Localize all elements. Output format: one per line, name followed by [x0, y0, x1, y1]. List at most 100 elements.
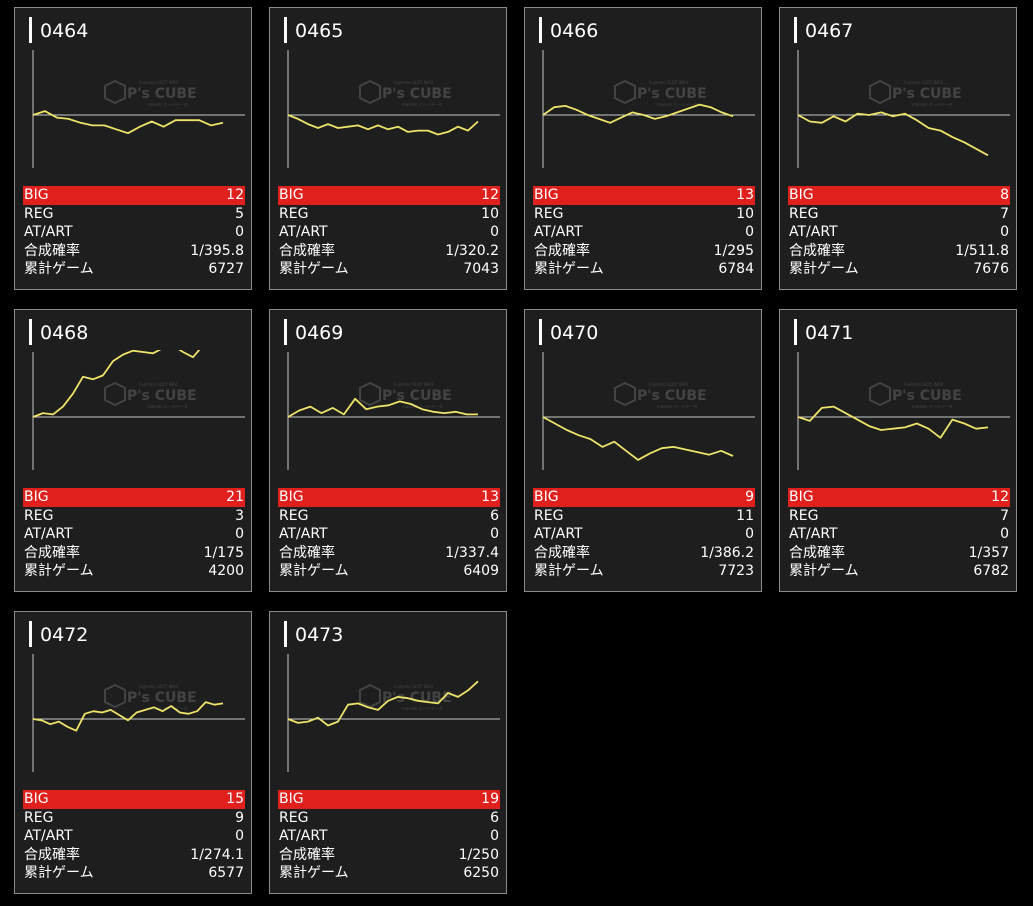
watermark-brand: P's CUBE [637, 388, 707, 404]
big-row: BIG 12 [788, 488, 1010, 507]
total-games-label: 累計ゲーム [24, 261, 94, 278]
big-row: BIG 13 [278, 488, 500, 507]
watermark-brand: P's CUBE [892, 86, 962, 102]
machine-card[interactable]: 0471 P's CUBE Fujimino SLOT INFO maiseki ホー… [779, 309, 1017, 592]
stats-table: BIG 13 REG 6 AT/ART 0 合成確率 1/337.4 累計ゲーム 6409 [278, 488, 500, 581]
reg-value: 10 [736, 205, 754, 222]
big-label: BIG [789, 187, 814, 203]
reg-value: 9 [235, 809, 244, 826]
machine-number: 0467 [794, 17, 853, 43]
machine-number: 0465 [284, 17, 343, 43]
big-value: 21 [226, 489, 244, 505]
watermark-brand: P's CUBE [382, 86, 452, 102]
at-art-value: 0 [1000, 526, 1009, 543]
total-games-row: 累計ゲーム 6250 [278, 864, 500, 883]
probability-value: 1/250 [458, 846, 499, 863]
machine-card[interactable]: 0465 P's CUBE Fujimino SLOT INFO maiseki ホー… [269, 7, 507, 290]
watermark-small-top: Fujimino SLOT INFO [139, 80, 178, 85]
reg-row: REG 5 [23, 205, 245, 224]
machine-card[interactable]: 0470 P's CUBE Fujimino SLOT INFO maiseki ホー… [524, 309, 762, 592]
probability-value: 1/395.8 [190, 242, 244, 259]
watermark-brand: P's CUBE [127, 690, 197, 706]
big-label: BIG [24, 791, 49, 807]
big-value: 9 [745, 489, 754, 505]
big-row: BIG 13 [533, 186, 755, 205]
watermark-small-bottom: maiseki ホールデータ [657, 101, 698, 107]
reg-row: REG 6 [278, 507, 500, 526]
probability-value: 1/295 [713, 242, 754, 259]
machine-card[interactable]: 0469 P's CUBE Fujimino SLOT INFO maiseki ホー… [269, 309, 507, 592]
trend-line [542, 103, 734, 124]
at-art-row: AT/ART 0 [788, 525, 1010, 544]
big-value: 12 [991, 489, 1009, 505]
reg-value: 7 [1000, 507, 1009, 524]
machine-card[interactable]: 0468 P's CUBE Fujimino SLOT INFO maiseki ホー… [14, 309, 252, 592]
cube-icon [104, 79, 126, 105]
machine-card[interactable]: 0473 P's CUBE Fujimino SLOT INFO maiseki ホー… [269, 611, 507, 894]
stats-table: BIG 15 REG 9 AT/ART 0 合成確率 1/274.1 累計ゲーム 6577 [23, 790, 245, 883]
at-art-row: AT/ART 0 [23, 223, 245, 242]
watermark-small-top: Fujimino SLOT INFO [394, 684, 433, 689]
total-games-value: 6409 [463, 563, 499, 580]
cube-icon [104, 683, 126, 709]
probability-value: 1/175 [203, 544, 244, 561]
watermark-brand: P's CUBE [127, 388, 197, 404]
big-value: 15 [226, 791, 244, 807]
total-games-row: 累計ゲーム 6782 [788, 562, 1010, 581]
total-games-value: 6577 [208, 865, 244, 882]
total-games-row: 累計ゲーム 7723 [533, 562, 755, 581]
watermark-brand: P's CUBE [892, 388, 962, 404]
stats-table: BIG 19 REG 6 AT/ART 0 合成確率 1/250 累計ゲーム 6250 [278, 790, 500, 883]
reg-row: REG 3 [23, 507, 245, 526]
cube-icon [359, 683, 381, 709]
watermark-small-bottom: maiseki ホールデータ [147, 403, 188, 409]
machine-card[interactable]: 0467 P's CUBE Fujimino SLOT INFO maiseki ホー… [779, 7, 1017, 290]
big-value: 8 [1000, 187, 1009, 203]
trend-line [287, 114, 479, 136]
watermark-small-bottom: maiseki ホールデータ [402, 705, 443, 711]
at-art-value: 0 [1000, 224, 1009, 241]
watermark-small-top: Fujimino SLOT INFO [649, 80, 688, 85]
watermark-small-bottom: maiseki ホールデータ [657, 403, 698, 409]
big-row: BIG 12 [278, 186, 500, 205]
probability-row: 合成確率 1/357 [788, 544, 1010, 563]
machine-number: 0468 [29, 319, 88, 345]
stats-table: BIG 12 REG 10 AT/ART 0 合成確率 1/320.2 累計ゲーム 7043 [278, 186, 500, 279]
total-games-label: 累計ゲーム [279, 865, 349, 882]
reg-label: REG [279, 507, 309, 524]
probability-row: 合成確率 1/250 [278, 846, 500, 865]
reg-label: REG [534, 507, 564, 524]
at-art-label: AT/ART [24, 526, 73, 543]
machine-number: 0473 [284, 621, 343, 647]
machine-card[interactable]: 0466 P's CUBE Fujimino SLOT INFO maiseki ホー… [524, 7, 762, 290]
watermark-small-top: Fujimino SLOT INFO [904, 382, 943, 387]
big-value: 13 [481, 489, 499, 505]
at-art-label: AT/ART [279, 828, 328, 845]
reg-row: REG 10 [278, 205, 500, 224]
total-games-label: 累計ゲーム [789, 563, 859, 580]
trend-line [797, 405, 989, 439]
stats-table: BIG 21 REG 3 AT/ART 0 合成確率 1/175 累計ゲーム 4200 [23, 488, 245, 581]
probability-value: 1/337.4 [445, 544, 499, 561]
watermark-brand: P's CUBE [382, 388, 452, 404]
machine-card[interactable]: 0464 P's CUBE Fujimino SLOT INFO maiseki ホー… [14, 7, 252, 290]
machine-number: 0472 [29, 621, 88, 647]
total-games-label: 累計ゲーム [789, 261, 859, 278]
at-art-label: AT/ART [24, 224, 73, 241]
at-art-value: 0 [745, 526, 754, 543]
stats-table: BIG 13 REG 10 AT/ART 0 合成確率 1/295 累計ゲーム 6784 [533, 186, 755, 279]
machine-card[interactable]: 0472 P's CUBE Fujimino SLOT INFO maiseki ホー… [14, 611, 252, 894]
trend-line [32, 701, 224, 732]
reg-value: 11 [736, 507, 754, 524]
reg-value: 10 [481, 205, 499, 222]
probability-label: 合成確率 [24, 846, 80, 863]
